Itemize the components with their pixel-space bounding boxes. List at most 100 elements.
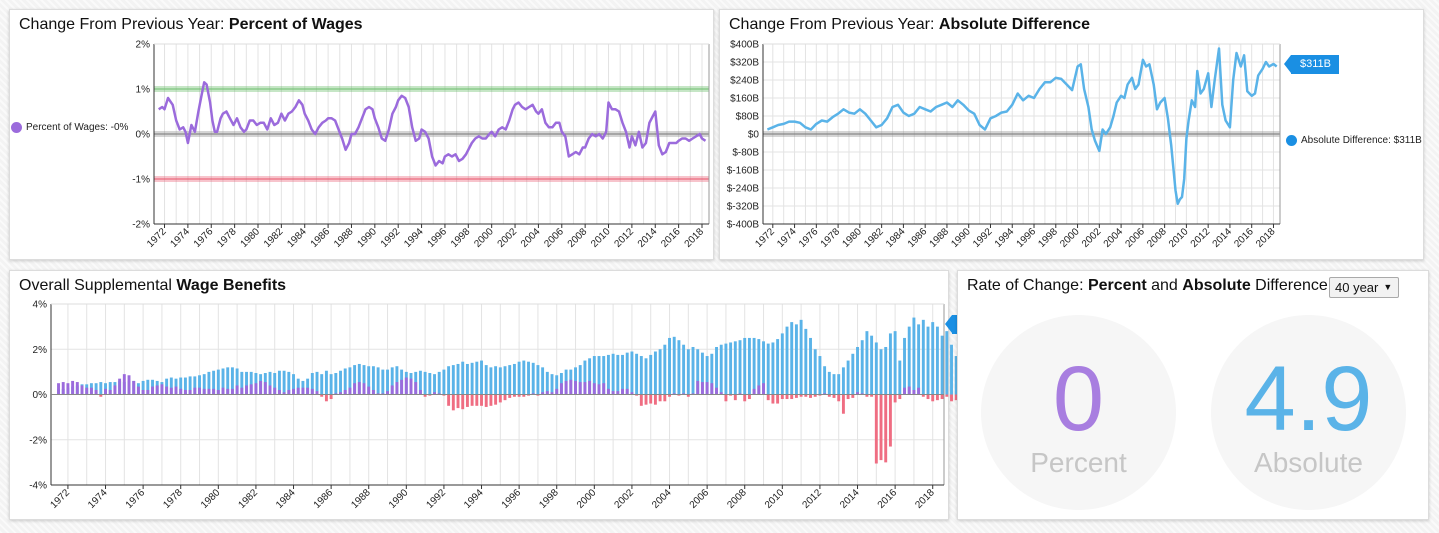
bar-absolute-difference: [738, 340, 742, 395]
bar-absolute-difference: [433, 374, 436, 395]
bar-percent-of-wages: [606, 388, 610, 395]
x-tick-label: 1990: [387, 487, 411, 511]
bar-absolute-difference: [517, 361, 521, 395]
bar-percent-of-wages: [282, 392, 286, 395]
bar-absolute-difference: [249, 371, 253, 395]
bar-percent-of-wages: [442, 394, 446, 396]
bar-percent-of-wages: [870, 394, 874, 397]
bar-percent-of-wages: [104, 388, 107, 395]
bar-percent-of-wages: [80, 385, 84, 395]
y-tick-label: $320B: [730, 58, 759, 69]
bar-absolute-difference: [790, 322, 794, 395]
x-tick-label: 2014: [838, 487, 862, 511]
x-tick-label: 1974: [168, 226, 192, 250]
bar-percent-of-wages: [75, 382, 79, 395]
bar-absolute-difference: [395, 366, 399, 395]
y-tick-label: $80B: [736, 112, 760, 123]
x-tick-label: 2006: [1123, 226, 1147, 250]
bar-absolute-difference: [743, 337, 747, 395]
caret-down-icon: ▼: [1383, 282, 1393, 292]
y-tick-label: 0%: [136, 130, 151, 141]
bar-absolute-difference: [555, 375, 559, 395]
bar-absolute-difference: [884, 346, 888, 395]
bar-absolute-difference: [907, 326, 911, 395]
x-tick-label: 1998: [1036, 226, 1060, 250]
bar-percent-of-wages: [193, 387, 197, 395]
bar-percent-of-wages: [917, 387, 921, 395]
bar-percent-of-wages: [935, 394, 939, 401]
bar-percent-of-wages: [221, 387, 225, 395]
bar-absolute-difference: [390, 367, 394, 395]
bar-absolute-difference: [700, 352, 704, 395]
panel-title: Change From Previous Year: Percent of Wa…: [19, 16, 363, 34]
bar-percent-of-wages: [409, 378, 413, 395]
bar-absolute-difference: [888, 333, 892, 395]
bar-absolute-difference: [715, 346, 718, 395]
bar-percent-of-wages: [310, 388, 314, 395]
bar-absolute-difference: [710, 353, 714, 395]
bar-percent-of-wages: [498, 394, 502, 403]
bar-percent-of-wages: [724, 394, 728, 402]
bar-absolute-difference: [376, 367, 380, 395]
bar-absolute-difference: [931, 322, 935, 395]
bar-absolute-difference: [776, 339, 780, 395]
current-value-tag: $311B: [1284, 55, 1339, 74]
title-plain: Change From Previous Year:: [19, 16, 229, 33]
x-tick-label: 1998: [537, 487, 561, 511]
bar-percent-of-wages: [386, 391, 389, 395]
chart-overall-benefits: 4% 2% 0% -2% -4%1972 1974 1976 1978 1980 1982 1984…: [29, 300, 1198, 511]
x-tick-label: 2000: [1058, 226, 1082, 250]
bar-percent-of-wages: [785, 394, 789, 400]
bar-absolute-difference: [799, 319, 803, 395]
bar-percent-of-wages: [99, 394, 103, 397]
bar-absolute-difference: [940, 335, 944, 395]
bar-absolute-difference: [480, 360, 483, 395]
y-tick-label: 2%: [136, 40, 151, 51]
bar-absolute-difference: [437, 371, 441, 395]
period-select[interactable]: 40 year ▼: [1329, 277, 1400, 298]
bar-percent-of-wages: [884, 394, 888, 463]
bar-absolute-difference: [216, 369, 220, 395]
x-tick-label: 2000: [472, 226, 496, 250]
bar-percent-of-wages: [809, 394, 812, 398]
bar-percent-of-wages: [395, 382, 399, 395]
bar-absolute-difference: [705, 356, 709, 395]
bar-absolute-difference: [508, 365, 512, 395]
bar-percent-of-wages: [766, 394, 770, 401]
bar-absolute-difference: [230, 367, 234, 395]
bar-absolute-difference: [545, 371, 549, 395]
bar-absolute-difference: [729, 342, 733, 395]
bar-percent-of-wages: [320, 394, 324, 397]
bar-percent-of-wages: [151, 386, 154, 395]
bar-absolute-difference: [381, 369, 385, 395]
bar-percent-of-wages: [414, 382, 418, 395]
x-tick-label: 1986: [312, 487, 336, 511]
bar-absolute-difference: [644, 358, 648, 395]
bar-percent-of-wages: [418, 389, 422, 395]
bar-percent-of-wages: [461, 394, 465, 410]
x-tick-label: 1984: [274, 487, 298, 511]
bar-percent-of-wages: [174, 386, 178, 395]
y-tick-label: $-400B: [727, 220, 760, 231]
bar-absolute-difference: [893, 331, 897, 395]
bar-percent-of-wages: [371, 389, 375, 395]
bar-percent-of-wages: [456, 394, 460, 409]
bar-percent-of-wages: [489, 394, 493, 406]
bar-percent-of-wages: [188, 389, 192, 395]
bar-percent-of-wages: [691, 393, 695, 395]
bar-percent-of-wages: [503, 394, 507, 401]
legend-percent-of-wages[interactable]: Percent of Wages: -0%: [11, 122, 128, 133]
bar-absolute-difference: [780, 333, 784, 395]
bar-percent-of-wages: [743, 394, 747, 402]
x-tick-label: 2002: [613, 487, 637, 511]
y-tick-label: -4%: [29, 481, 47, 492]
x-tick-label: 1976: [192, 226, 216, 250]
bar-percent-of-wages: [682, 393, 686, 395]
bar-percent-of-wages: [832, 394, 836, 398]
bar-percent-of-wages: [160, 384, 164, 395]
bar-percent-of-wages: [437, 393, 441, 395]
title-bold: Percent of Wages: [228, 16, 363, 33]
percent-value: 0: [1052, 348, 1105, 450]
x-tick-label: 2012: [801, 487, 825, 511]
legend-absolute-difference[interactable]: Absolute Difference: $311B: [1286, 135, 1422, 146]
